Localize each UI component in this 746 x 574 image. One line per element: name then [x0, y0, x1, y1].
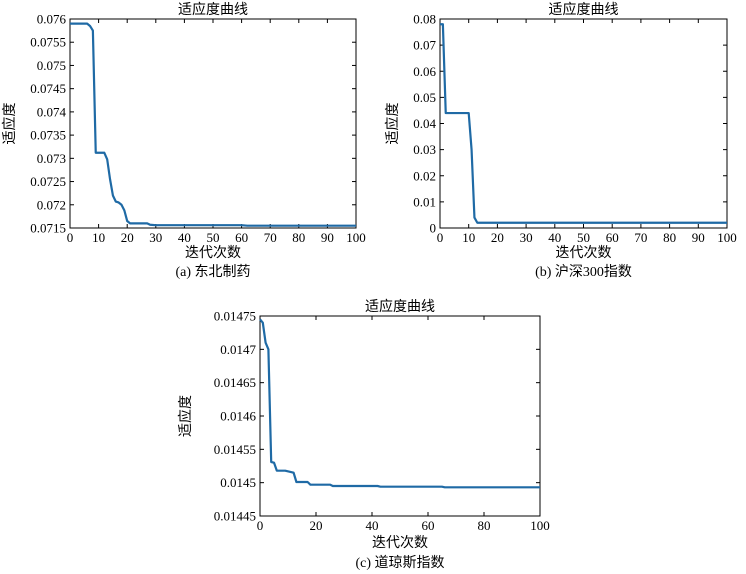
- chart-title: 适应度曲线: [549, 1, 619, 18]
- x-tick-label: 80: [478, 518, 491, 533]
- y-tick-label: 0.076: [37, 12, 67, 27]
- x-tick-label: 90: [321, 230, 334, 245]
- y-tick-label: 0.0146: [220, 409, 256, 424]
- y-tick-label: 0.08: [413, 12, 436, 27]
- y-tick-label: 0.0145: [220, 475, 256, 490]
- x-tick-label: 80: [663, 230, 676, 245]
- panel-caption: (a) 东北制药: [175, 264, 250, 280]
- y-axis-label: 适应度: [177, 395, 194, 437]
- x-tick-label: 0: [437, 230, 444, 245]
- chart-panel-3: 0 20 40 60 80 100 0.01445 0.0145 0.01455 0.0146 0.…: [177, 298, 550, 571]
- x-tick-label: 20: [491, 230, 504, 245]
- x-tick-label: 40: [178, 230, 191, 245]
- y-tick-label: 0.074: [37, 104, 67, 119]
- series-line: [70, 22, 356, 227]
- y-tick-label: 0.02: [413, 168, 436, 183]
- y-tick-label: 0.01465: [214, 375, 256, 390]
- x-tick-label: 40: [366, 518, 379, 533]
- x-tick-label: 90: [692, 230, 705, 245]
- y-tick-label: 0.01: [413, 194, 436, 209]
- y-tick-label: 0.073: [37, 151, 66, 166]
- plot-frame: [439, 18, 728, 229]
- y-tick-label: 0.0715: [30, 221, 66, 236]
- y-tick-label: 0.0755: [30, 35, 66, 50]
- y-tick-label: 0: [430, 221, 437, 236]
- y-tick-label: 0.0725: [30, 174, 66, 189]
- chart-panel-1: 0 10 20 30 40 50 60 70 80 90 100 0.0715 0.072 0.0725 0…: [1, 1, 366, 280]
- x-tick-label: 100: [346, 230, 366, 245]
- chart-title: 适应度曲线: [178, 1, 248, 18]
- x-tick-label: 60: [606, 230, 619, 245]
- y-tick-label: 0.0745: [30, 81, 66, 96]
- y-tick-label: 0.06: [413, 64, 436, 79]
- y-tick-label: 0.01445: [214, 509, 256, 524]
- x-tick-label: 20: [310, 518, 323, 533]
- x-tick-label: 60: [422, 518, 435, 533]
- chart-panel-2: 0 10 20 30 40 50 60 70 80 90 100 0 0.01 0.02 0.03 0.04 0…: [384, 1, 737, 280]
- x-tick-label: 70: [634, 230, 647, 245]
- y-tick-label: 0.05: [413, 90, 436, 105]
- series-line: [440, 23, 727, 224]
- x-tick-label: 60: [235, 230, 248, 245]
- x-tick-label: 40: [548, 230, 561, 245]
- x-axis-label: 迭代次数: [556, 245, 612, 261]
- x-tick-label: 50: [577, 230, 590, 245]
- x-tick-label: 0: [67, 230, 74, 245]
- y-tick-label: 0.0735: [30, 128, 66, 143]
- y-axis-label: 适应度: [384, 103, 401, 145]
- y-tick-label: 0.075: [37, 58, 66, 73]
- x-tick-label: 0: [257, 518, 264, 533]
- y-tick-label: 0.0147: [220, 342, 256, 357]
- y-axis-label: 适应度: [1, 103, 18, 145]
- x-tick-label: 80: [292, 230, 305, 245]
- x-tick-label: 100: [717, 230, 737, 245]
- y-tick-label: 0.01475: [214, 309, 256, 324]
- panel-caption: (b) 沪深300指数: [535, 264, 632, 280]
- x-tick-label: 30: [520, 230, 533, 245]
- y-tick-label: 0.03: [413, 142, 436, 157]
- x-axis-label: 迭代次数: [372, 535, 428, 551]
- x-tick-label: 100: [530, 518, 550, 533]
- panel-caption: (c) 道琼斯指数: [355, 555, 444, 571]
- x-tick-label: 10: [92, 230, 105, 245]
- chart-title: 适应度曲线: [365, 298, 435, 315]
- x-tick-label: 10: [462, 230, 475, 245]
- y-tick-label: 0.01455: [214, 442, 256, 457]
- x-tick-label: 50: [207, 230, 220, 245]
- x-tick-label: 20: [121, 230, 134, 245]
- x-tick-label: 30: [149, 230, 162, 245]
- x-tick-label: 70: [264, 230, 277, 245]
- series-line: [259, 318, 540, 489]
- y-tick-label: 0.07: [413, 38, 436, 53]
- y-tick-label: 0.04: [413, 116, 436, 131]
- x-axis-label: 迭代次数: [185, 245, 241, 261]
- y-tick-label: 0.072: [37, 197, 66, 212]
